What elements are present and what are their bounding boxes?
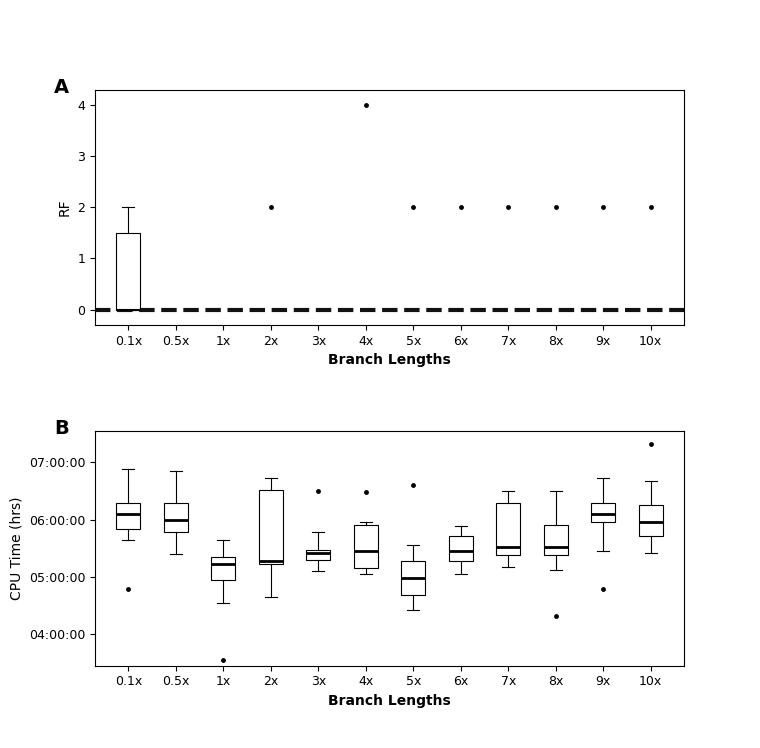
PathPatch shape <box>259 490 283 564</box>
X-axis label: Branch Lengths: Branch Lengths <box>328 694 451 708</box>
Text: A: A <box>54 78 69 97</box>
PathPatch shape <box>164 503 188 532</box>
Text: B: B <box>54 419 68 438</box>
PathPatch shape <box>591 503 615 522</box>
PathPatch shape <box>639 505 663 536</box>
Y-axis label: RF: RF <box>58 198 71 216</box>
PathPatch shape <box>449 536 473 561</box>
PathPatch shape <box>544 525 568 555</box>
PathPatch shape <box>306 550 330 560</box>
PathPatch shape <box>496 503 520 555</box>
PathPatch shape <box>211 557 235 580</box>
PathPatch shape <box>116 503 140 530</box>
Y-axis label: CPU Time (hrs): CPU Time (hrs) <box>9 497 24 600</box>
PathPatch shape <box>116 233 140 310</box>
PathPatch shape <box>401 561 425 595</box>
PathPatch shape <box>354 525 378 568</box>
X-axis label: Branch Lengths: Branch Lengths <box>328 353 451 367</box>
